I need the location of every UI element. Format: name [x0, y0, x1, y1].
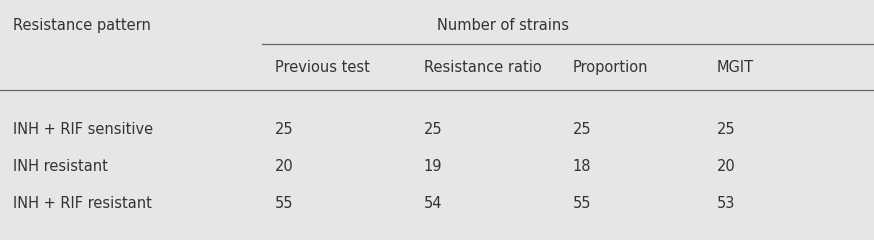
Text: 25: 25 — [275, 122, 294, 137]
Text: INH resistant: INH resistant — [13, 159, 108, 174]
Text: MGIT: MGIT — [717, 60, 753, 75]
Text: INH + RIF resistant: INH + RIF resistant — [13, 197, 152, 211]
Text: Resistance ratio: Resistance ratio — [424, 60, 542, 75]
Text: 25: 25 — [717, 122, 735, 137]
Text: 20: 20 — [717, 159, 735, 174]
Text: Resistance pattern: Resistance pattern — [13, 18, 151, 33]
Text: 54: 54 — [424, 197, 442, 211]
Text: Proportion: Proportion — [572, 60, 648, 75]
Text: Previous test: Previous test — [275, 60, 371, 75]
Text: 19: 19 — [424, 159, 442, 174]
Text: 25: 25 — [572, 122, 591, 137]
Text: 20: 20 — [275, 159, 294, 174]
Text: 53: 53 — [717, 197, 735, 211]
Text: 18: 18 — [572, 159, 591, 174]
Text: 25: 25 — [424, 122, 442, 137]
Text: INH + RIF sensitive: INH + RIF sensitive — [13, 122, 153, 137]
Text: 55: 55 — [275, 197, 294, 211]
Text: Number of strains: Number of strains — [436, 18, 569, 33]
Text: 55: 55 — [572, 197, 591, 211]
